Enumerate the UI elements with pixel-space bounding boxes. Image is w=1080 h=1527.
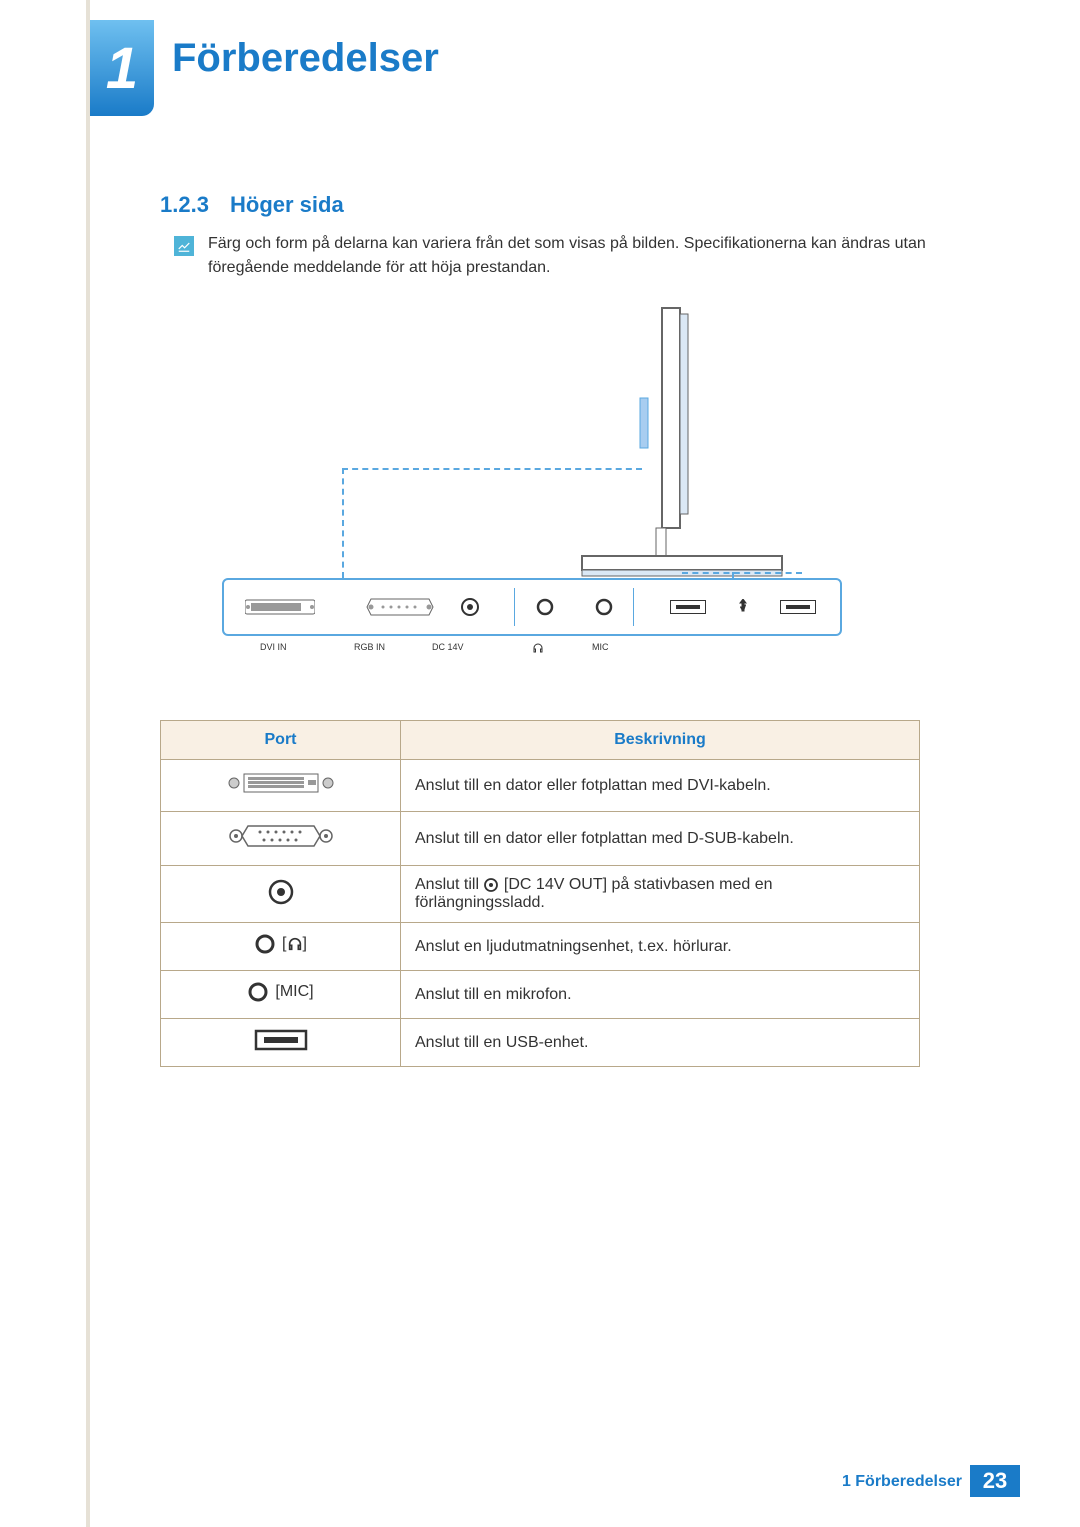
port-cell-dvi bbox=[161, 760, 401, 812]
port-cell-dc bbox=[161, 866, 401, 923]
table-row: [] Anslut en ljudutmatningsenhet, t.ex. … bbox=[161, 923, 920, 971]
port-label-dc: DC 14V bbox=[432, 642, 464, 652]
table-row: [MIC] Anslut till en mikrofon. bbox=[161, 971, 920, 1019]
chapter-number: 1 bbox=[106, 35, 138, 102]
port-cell-dsub bbox=[161, 812, 401, 866]
table-row: Anslut till [DC 14V OUT] på stativbasen … bbox=[161, 866, 920, 923]
mic-label: [MIC] bbox=[275, 983, 313, 1001]
usb-symbol-icon bbox=[738, 599, 748, 615]
chapter-number-tab: 1 bbox=[90, 20, 154, 116]
port-cell-usb bbox=[161, 1019, 401, 1067]
usb-port-icon bbox=[780, 600, 816, 614]
dc-port-icon bbox=[460, 597, 480, 617]
page-left-stripe bbox=[86, 0, 90, 1527]
section-title: Höger sida bbox=[230, 192, 344, 218]
port-desc: Anslut till en dator eller fotplattan me… bbox=[401, 760, 920, 812]
section-number: 1.2.3 bbox=[160, 192, 209, 218]
footer-page-number: 23 bbox=[970, 1465, 1020, 1497]
port-desc: Anslut till en dator eller fotplattan me… bbox=[401, 812, 920, 866]
chapter-title: Förberedelser bbox=[172, 36, 439, 81]
port-desc: Anslut till en mikrofon. bbox=[401, 971, 920, 1019]
table-header-port: Port bbox=[161, 721, 401, 760]
table-row: Anslut till en USB-enhet. bbox=[161, 1019, 920, 1067]
ports-table: Port Beskrivning Anslut till en dator el… bbox=[160, 720, 920, 1067]
port-label-mic: MIC bbox=[592, 642, 609, 652]
monitor-diagram: DVI IN RGB IN DC 14V MIC bbox=[222, 298, 842, 688]
port-desc: Anslut till en USB-enhet. bbox=[401, 1019, 920, 1067]
port-cell-mic: [MIC] bbox=[161, 971, 401, 1019]
footer-chapter-text: 1 Förberedelser bbox=[842, 1473, 962, 1491]
port-cell-headphone: [] bbox=[161, 923, 401, 971]
port-label-headphone-icon bbox=[532, 642, 544, 656]
note-text: Färg och form på delarna kan variera frå… bbox=[208, 232, 968, 280]
port-desc: Anslut till [DC 14V OUT] på stativbasen … bbox=[401, 866, 920, 923]
page-footer: 1 Förberedelser 23 bbox=[0, 1457, 1080, 1497]
dvi-port-icon bbox=[245, 596, 315, 618]
headphone-jack-icon bbox=[536, 598, 554, 616]
usb-port-icon bbox=[670, 600, 706, 614]
port-desc: Anslut en ljudutmatningsenhet, t.ex. hör… bbox=[401, 923, 920, 971]
table-header-desc: Beskrivning bbox=[401, 721, 920, 760]
mic-jack-icon bbox=[595, 598, 613, 616]
note-icon bbox=[174, 236, 194, 256]
rgb-port-icon bbox=[365, 596, 435, 618]
table-row: Anslut till en dator eller fotplattan me… bbox=[161, 812, 920, 866]
port-label-dvi: DVI IN bbox=[260, 642, 287, 652]
port-label-rgb: RGB IN bbox=[354, 642, 385, 652]
monitor-side-view bbox=[522, 298, 822, 598]
dc-inline-icon bbox=[483, 877, 499, 893]
table-row: Anslut till en dator eller fotplattan me… bbox=[161, 760, 920, 812]
ports-panel: DVI IN RGB IN DC 14V MIC bbox=[222, 578, 842, 658]
